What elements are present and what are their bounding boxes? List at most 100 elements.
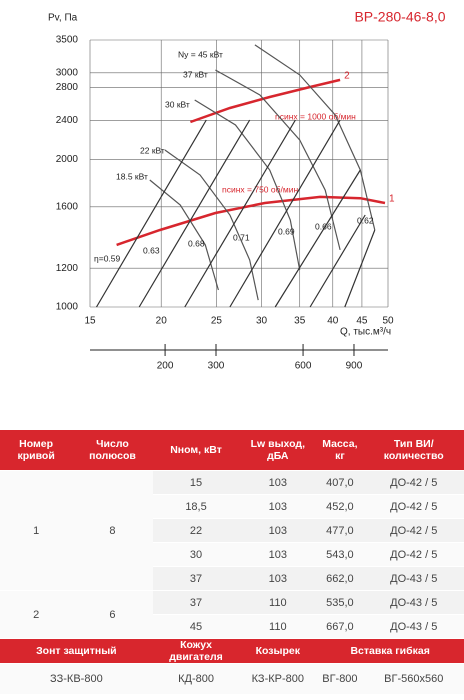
x-tick-label: 20 xyxy=(156,316,168,327)
series-line xyxy=(95,119,207,308)
curve-number: 2 xyxy=(344,71,350,82)
cell: ДО-42 / 5 xyxy=(363,518,464,543)
cell: ДО-42 / 5 xyxy=(363,542,464,567)
series-line xyxy=(184,119,296,308)
x2-tick-label: 900 xyxy=(346,361,363,372)
series-label: 22 кВт xyxy=(140,145,165,155)
cell: 407,0 xyxy=(316,470,364,495)
series-label: 18.5 кВт xyxy=(116,171,148,181)
cell: Вставка гибкая xyxy=(316,638,464,664)
series-label: 0.63 xyxy=(143,245,160,255)
series-line xyxy=(189,78,341,124)
x-axis-title: Q, тыс.м³/ч xyxy=(340,327,391,338)
cell: 103 xyxy=(239,470,317,495)
cell: ВГ-800 xyxy=(316,663,364,695)
series-label: 0.62 xyxy=(357,215,374,225)
series-label: nсинх = 750 об/мин xyxy=(222,184,298,194)
x2-tick-label: 600 xyxy=(295,361,312,372)
series-label: Ny = 45 кВт xyxy=(178,49,223,59)
x-tick-label: 25 xyxy=(211,316,223,327)
cell: 543,0 xyxy=(316,542,364,567)
y-tick-label: 2400 xyxy=(56,115,79,126)
x-tick-label: 50 xyxy=(382,316,394,327)
cell: 2 xyxy=(0,590,73,639)
cell: ДО-43 / 5 xyxy=(363,590,464,615)
series-line xyxy=(254,44,376,231)
cell: 37 xyxy=(152,590,240,615)
cell: 1 xyxy=(0,470,73,591)
series-label: 0.66 xyxy=(315,221,332,231)
curve-number: 1 xyxy=(389,194,395,205)
cell: ЗЗ-КВ-800 xyxy=(0,663,153,695)
y-tick-label: 2000 xyxy=(56,154,79,165)
x-tick-label: 15 xyxy=(84,316,96,327)
series-line xyxy=(116,195,386,247)
series-line xyxy=(138,119,251,308)
y-tick-label: 1200 xyxy=(56,263,79,274)
spec-table: Номер кривой Число полюсов Nном, кВт Lw вых… xyxy=(0,430,464,695)
cell: 8 xyxy=(72,470,153,591)
cell: 110 xyxy=(239,614,317,639)
y-axis-title: Pv, Па xyxy=(48,13,78,24)
cell: 667,0 xyxy=(316,614,364,639)
cell: 662,0 xyxy=(316,566,364,591)
cell: 30 xyxy=(152,542,240,567)
series-line xyxy=(274,169,361,308)
cell: 22 xyxy=(152,518,240,543)
y-tick-label: 3000 xyxy=(56,67,79,78)
cell: ДО-43 / 5 xyxy=(363,614,464,639)
cell: Lw выход, дБА xyxy=(239,430,317,471)
x-tick-label: 40 xyxy=(327,316,339,327)
series-label: 0.69 xyxy=(278,226,295,236)
cell: 110 xyxy=(239,590,317,615)
series-label: 0.71 xyxy=(233,232,250,242)
cell: 15 xyxy=(152,470,240,495)
series-label: 0.68 xyxy=(188,238,205,248)
x-tick-label: 35 xyxy=(294,316,306,327)
cell: 103 xyxy=(239,518,317,543)
cell: Козырек xyxy=(239,638,317,664)
x2-tick-label: 200 xyxy=(157,361,174,372)
series-line xyxy=(194,99,301,271)
cell: Зонт защитный xyxy=(0,638,153,664)
cell: Тип ВИ/ количество xyxy=(363,430,464,471)
cell: Масса, кг xyxy=(316,430,364,471)
cell: 103 xyxy=(239,494,317,519)
cell: ДО-42 / 5 xyxy=(363,470,464,495)
y-tick-label: 1000 xyxy=(56,302,79,313)
cell: 535,0 xyxy=(316,590,364,615)
cell: Номер кривой xyxy=(0,430,73,471)
y-tick-label: 3500 xyxy=(56,35,79,46)
x-tick-label: 45 xyxy=(356,316,368,327)
series-line xyxy=(309,214,366,308)
cell: 477,0 xyxy=(316,518,364,543)
cell: КЗ-КР-800 xyxy=(239,663,317,695)
cell: ДО-43 / 5 xyxy=(363,566,464,591)
cell: КД-800 xyxy=(152,663,240,695)
cell: 103 xyxy=(239,542,317,567)
cell: 6 xyxy=(72,590,153,639)
chart-title: ВР-280-46-8,0 xyxy=(354,9,445,25)
series-label: 37 кВт xyxy=(183,69,208,79)
cell: Число полюсов xyxy=(72,430,153,471)
y-tick-label: 1600 xyxy=(56,201,79,212)
cell: 37 xyxy=(152,566,240,591)
series-label: η=0.59 xyxy=(94,253,121,263)
series-line xyxy=(164,149,259,301)
series-line xyxy=(149,179,219,291)
cell: ДО-42 / 5 xyxy=(363,494,464,519)
x2-tick-label: 300 xyxy=(208,361,225,372)
cell: 103 xyxy=(239,566,317,591)
chart: ВР-280-46-8,0 Pv, Па Q, тыс.м³/ч 1000120… xyxy=(48,9,446,372)
cell: 452,0 xyxy=(316,494,364,519)
y-tick-label: 2800 xyxy=(56,82,79,93)
series-line xyxy=(215,69,341,251)
series-line xyxy=(229,119,341,308)
cell: 45 xyxy=(152,614,240,639)
cell: Кожух двигателя xyxy=(152,638,240,664)
x-tick-label: 30 xyxy=(256,316,268,327)
series-line xyxy=(344,229,376,308)
cell: ВГ-560х560 xyxy=(363,663,464,695)
cell: 18,5 xyxy=(152,494,240,519)
series-label: nсинх = 1000 об/мин xyxy=(275,111,356,121)
